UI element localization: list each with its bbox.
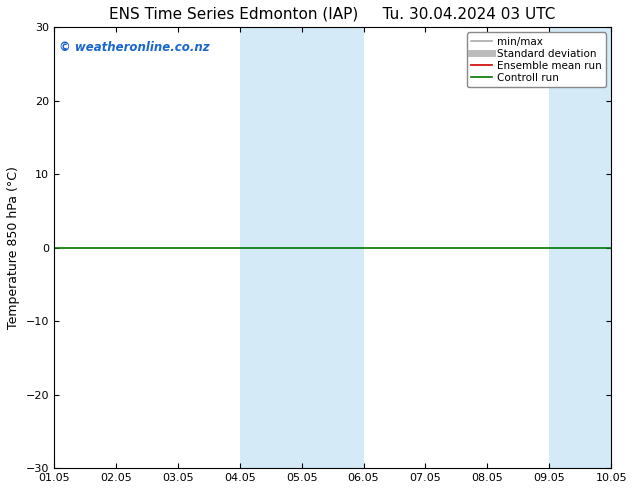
Bar <box>240 27 302 468</box>
Bar <box>549 27 611 468</box>
Text: © weatheronline.co.nz: © weatheronline.co.nz <box>60 41 210 53</box>
Title: ENS Time Series Edmonton (IAP)     Tu. 30.04.2024 03 UTC: ENS Time Series Edmonton (IAP) Tu. 30.04… <box>109 7 556 22</box>
Bar <box>302 27 363 468</box>
Y-axis label: Temperature 850 hPa (°C): Temperature 850 hPa (°C) <box>7 166 20 329</box>
Legend: min/max, Standard deviation, Ensemble mean run, Controll run: min/max, Standard deviation, Ensemble me… <box>467 32 606 87</box>
